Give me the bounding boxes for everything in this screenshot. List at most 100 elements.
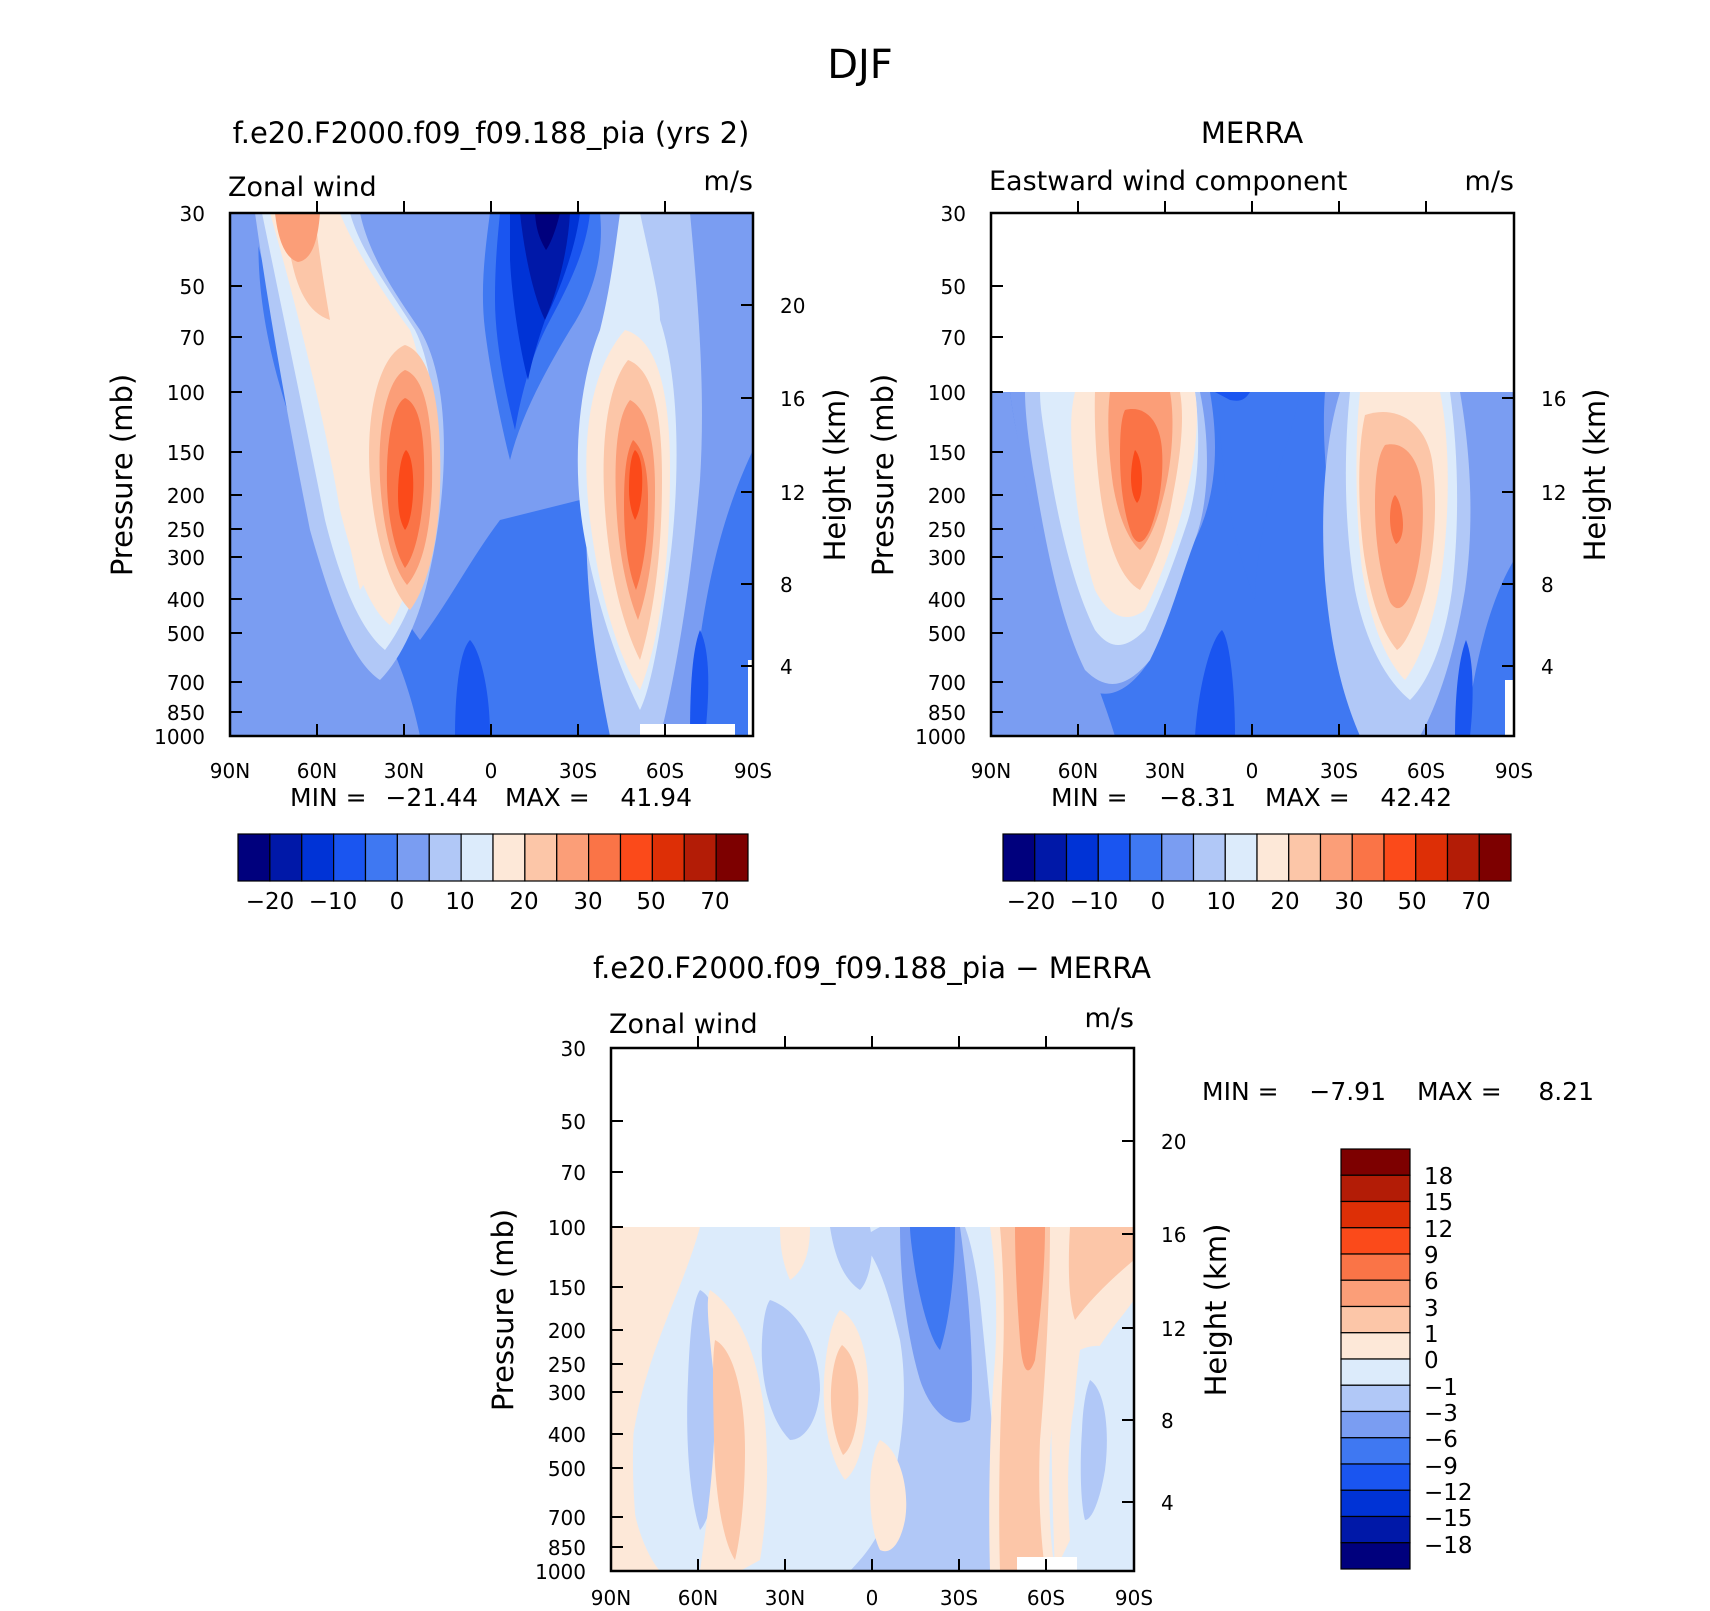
colorbar-swatch bbox=[1340, 1542, 1411, 1570]
colorbar-swatch bbox=[619, 833, 653, 882]
colorbar-label: 15 bbox=[1424, 1190, 1453, 1216]
colorbar-swatch bbox=[1288, 833, 1322, 882]
panel-1-ytick: 200 bbox=[167, 484, 205, 508]
panel-2-colorbar bbox=[1002, 833, 1512, 882]
colorbar-swatch bbox=[1415, 833, 1449, 882]
colorbar-swatch bbox=[1340, 1148, 1411, 1176]
colorbar-label: −12 bbox=[1424, 1480, 1473, 1506]
panel-3-ylabel: Pressure (mb) bbox=[486, 1209, 520, 1411]
colorbar-swatch bbox=[524, 833, 558, 882]
colorbar-label: −1 bbox=[1424, 1375, 1458, 1401]
panel-2-ytick: 500 bbox=[928, 622, 966, 646]
colorbar-swatch bbox=[237, 833, 271, 882]
panel-3-xtick: 90S bbox=[1115, 1586, 1153, 1610]
panel-3-title: f.e20.F2000.f09_f09.188_pia − MERRA bbox=[593, 951, 1151, 985]
panel-3-ylabel-right: Height (km) bbox=[1199, 1224, 1233, 1397]
panel-1-max-label: MAX = bbox=[505, 783, 590, 812]
panel-2-contours bbox=[991, 392, 1514, 736]
colorbar-label: 20 bbox=[509, 889, 538, 915]
panel-2-axes: 30 50 70 100 150 200 250 300 400 500 700… bbox=[915, 201, 1566, 783]
panel-3-ytick: 700 bbox=[548, 1506, 586, 1530]
panel-2-ytick: 250 bbox=[928, 518, 966, 542]
panel-merra: MERRA Eastward wind component m/s bbox=[866, 116, 1612, 915]
panel-2-ytick: 100 bbox=[928, 381, 966, 405]
panel-3-contours bbox=[611, 1227, 1134, 1571]
panel-1-title: f.e20.F2000.f09_f09.188_pia (yrs 2) bbox=[233, 116, 750, 150]
panel-1-ytick-right: 4 bbox=[780, 655, 793, 679]
panel-2-xtick: 90N bbox=[971, 759, 1011, 783]
panel-1-xtick: 60S bbox=[646, 759, 684, 783]
panel-2-ytick-right: 12 bbox=[1541, 481, 1566, 505]
colorbar-swatch bbox=[1340, 1515, 1411, 1544]
colorbar-swatch bbox=[556, 833, 590, 882]
panel-2-ytick: 70 bbox=[941, 326, 966, 350]
panel-1-axes: 30 50 70 100 150 200 250 300 400 500 700… bbox=[154, 201, 805, 783]
panel-2-ytick: 30 bbox=[941, 202, 966, 226]
panel-3-ytick: 150 bbox=[548, 1276, 586, 1300]
panel-3-left-label: Zonal wind bbox=[609, 1009, 758, 1040]
colorbar-swatch bbox=[715, 833, 749, 882]
panel-1-ytick: 70 bbox=[180, 326, 205, 350]
colorbar-swatch bbox=[1478, 833, 1512, 882]
panel-2-xtick: 60N bbox=[1058, 759, 1098, 783]
panel-3-colorbar bbox=[1340, 1148, 1411, 1570]
colorbar-swatch bbox=[1340, 1358, 1411, 1386]
panel-1-ytick: 150 bbox=[167, 441, 205, 465]
colorbar-swatch bbox=[364, 833, 398, 882]
panel-1-xtick: 30N bbox=[384, 759, 424, 783]
colorbar-swatch bbox=[1446, 833, 1480, 882]
colorbar-label: 3 bbox=[1424, 1296, 1439, 1322]
panel-3-xtick: 90N bbox=[591, 1586, 631, 1610]
panel-3-ytick-right: 16 bbox=[1161, 1223, 1186, 1247]
panel-2-ytick-right: 8 bbox=[1541, 573, 1554, 597]
panel-3-ytick: 500 bbox=[548, 1457, 586, 1481]
panel-3-max-label: MAX = bbox=[1417, 1077, 1502, 1106]
panel-2-max-label: MAX = bbox=[1265, 783, 1350, 812]
panel-2-ytick: 400 bbox=[928, 588, 966, 612]
colorbar-label: 30 bbox=[573, 889, 602, 915]
panel-1-ytick: 850 bbox=[167, 701, 205, 725]
colorbar-swatch bbox=[396, 833, 430, 882]
panel-3-ytick: 70 bbox=[561, 1161, 586, 1185]
panel-1-ytick-right: 12 bbox=[780, 481, 805, 505]
panel-3-xtick: 0 bbox=[866, 1586, 879, 1610]
panel-3-ytick: 300 bbox=[548, 1381, 586, 1405]
colorbar-swatch bbox=[1340, 1279, 1411, 1308]
panel-3-max-value: 8.21 bbox=[1538, 1077, 1594, 1106]
panel-2-xtick: 90S bbox=[1495, 759, 1533, 783]
panel-3-units: m/s bbox=[1085, 1003, 1134, 1034]
panel-2-xtick: 30S bbox=[1320, 759, 1358, 783]
panel-1-xtick: 90N bbox=[210, 759, 250, 783]
panel-1-ytick: 100 bbox=[167, 381, 205, 405]
panel-2-title: MERRA bbox=[1201, 116, 1303, 150]
colorbar-label: 6 bbox=[1424, 1269, 1439, 1295]
panel-1-ylabel-right: Height (km) bbox=[818, 389, 852, 562]
colorbar-swatch bbox=[1340, 1384, 1411, 1413]
colorbar-swatch bbox=[1319, 833, 1353, 882]
colorbar-swatch bbox=[269, 833, 303, 882]
panel-2-min-value: −8.31 bbox=[1159, 783, 1236, 812]
colorbar-label: 70 bbox=[700, 889, 729, 915]
panel-1-contours bbox=[230, 213, 753, 736]
colorbar-swatch bbox=[1097, 833, 1131, 882]
panel-1-colorbar-labels: −20 −10 0 10 20 30 50 70 bbox=[246, 889, 730, 915]
panel-3-axes: 30 50 70 100 150 200 250 300 400 500 700… bbox=[535, 1036, 1186, 1610]
colorbar-label: 0 bbox=[1424, 1348, 1439, 1374]
panel-1-ytick: 500 bbox=[167, 622, 205, 646]
panel-3-ytick-right: 8 bbox=[1161, 1409, 1174, 1433]
colorbar-label: 50 bbox=[636, 889, 665, 915]
panel-2-xtick: 0 bbox=[1246, 759, 1259, 783]
panel-1-ytick: 400 bbox=[167, 588, 205, 612]
colorbar-label: 10 bbox=[445, 889, 474, 915]
panel-2-left-label: Eastward wind component bbox=[989, 166, 1347, 197]
panel-3-ytick-right: 20 bbox=[1161, 1130, 1186, 1154]
panel-2-min-label: MIN = bbox=[1051, 783, 1128, 812]
panel-2-ytick-right: 16 bbox=[1541, 387, 1566, 411]
panel-3-ytick: 1000 bbox=[535, 1560, 586, 1584]
panel-2-units: m/s bbox=[1465, 166, 1514, 197]
colorbar-label: −10 bbox=[1070, 889, 1119, 915]
panel-1-xtick: 30S bbox=[559, 759, 597, 783]
panel-3-ytick-right: 12 bbox=[1161, 1317, 1186, 1341]
panel-1-ytick-right: 8 bbox=[780, 573, 793, 597]
